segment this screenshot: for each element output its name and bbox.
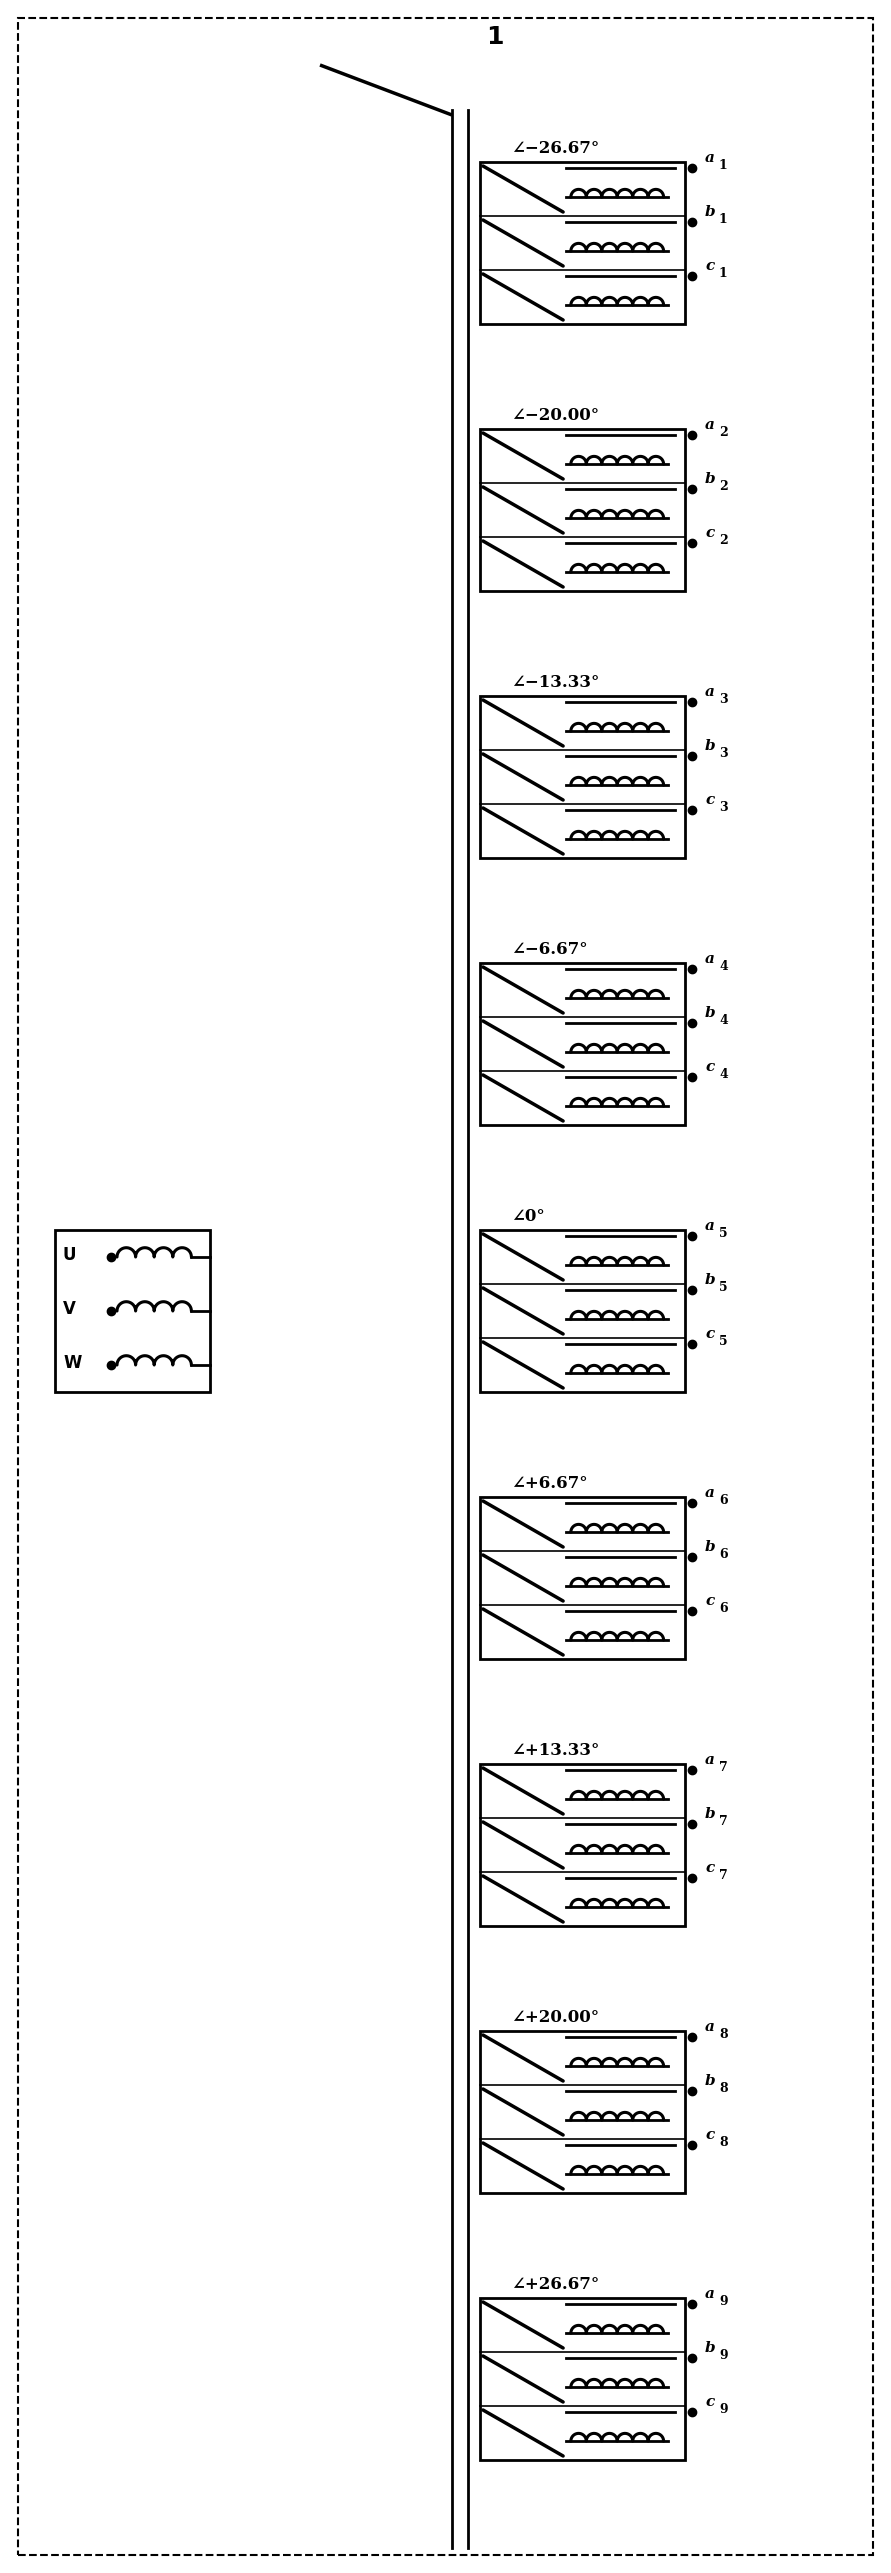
Text: b: b	[705, 1006, 715, 1019]
Text: 9: 9	[719, 2295, 728, 2308]
Text: 1: 1	[486, 26, 503, 49]
Text: V: V	[63, 1299, 76, 1317]
Bar	[480, 1497, 685, 1660]
Text: b: b	[705, 206, 715, 219]
Text: 1: 1	[719, 160, 728, 172]
Text: ∠−26.67°: ∠−26.67°	[511, 139, 599, 157]
Bar	[480, 2030, 685, 2192]
Text: 5: 5	[719, 1335, 728, 1348]
Text: ∠+13.33°: ∠+13.33°	[511, 1742, 599, 1760]
Text: 8: 8	[719, 2136, 728, 2148]
Bar	[480, 162, 685, 324]
Text: ∠−20.00°: ∠−20.00°	[511, 407, 599, 425]
Text: c: c	[705, 525, 715, 540]
Text: a: a	[705, 2287, 715, 2300]
Text: c: c	[705, 792, 715, 808]
Text: 1: 1	[719, 268, 728, 280]
Text: 1: 1	[719, 214, 728, 226]
Text: c: c	[705, 260, 715, 273]
Text: b: b	[705, 2074, 715, 2089]
Text: 3: 3	[719, 746, 728, 759]
Text: 2: 2	[719, 481, 728, 494]
Text: c: c	[705, 2128, 715, 2141]
Text: 3: 3	[719, 692, 728, 705]
Text: 4: 4	[719, 960, 728, 973]
Bar	[480, 1765, 685, 1927]
Bar	[480, 2298, 685, 2460]
Text: 9: 9	[719, 2403, 728, 2416]
Text: 3: 3	[719, 800, 728, 813]
Text: ∠−6.67°: ∠−6.67°	[511, 942, 587, 957]
Text: a: a	[705, 952, 715, 965]
Text: c: c	[705, 1860, 715, 1876]
Text: a: a	[705, 1752, 715, 1768]
Text: 7: 7	[719, 1814, 728, 1827]
Bar	[55, 1230, 210, 1392]
Text: 2: 2	[719, 535, 728, 548]
Text: b: b	[705, 738, 715, 754]
Text: 6: 6	[719, 1549, 728, 1562]
Bar	[480, 697, 685, 857]
Text: b: b	[705, 2341, 715, 2354]
Text: 5: 5	[719, 1281, 728, 1294]
Text: a: a	[705, 2020, 715, 2035]
Text: ∠0°: ∠0°	[511, 1207, 544, 1225]
Bar	[480, 1230, 685, 1392]
Text: c: c	[705, 1595, 715, 1608]
Text: b: b	[705, 1541, 715, 1554]
Text: c: c	[705, 2395, 715, 2408]
Text: a: a	[705, 152, 715, 165]
Text: 2: 2	[719, 427, 728, 440]
Text: 6: 6	[719, 1603, 728, 1616]
Text: a: a	[705, 684, 715, 700]
Text: ∠+20.00°: ∠+20.00°	[511, 2010, 599, 2025]
Text: 6: 6	[719, 1495, 728, 1508]
Text: b: b	[705, 471, 715, 486]
Text: U: U	[63, 1245, 77, 1263]
Text: b: b	[705, 1274, 715, 1286]
Bar	[480, 430, 685, 592]
Text: ∠+26.67°: ∠+26.67°	[511, 2277, 599, 2293]
Text: a: a	[705, 1487, 715, 1500]
Text: ∠+6.67°: ∠+6.67°	[511, 1474, 587, 1492]
Text: b: b	[705, 1806, 715, 1822]
Text: 7: 7	[719, 1868, 728, 1881]
Text: ∠−13.33°: ∠−13.33°	[511, 674, 599, 692]
Text: 7: 7	[719, 1760, 728, 1773]
Text: 9: 9	[719, 2349, 728, 2362]
Bar	[480, 962, 685, 1124]
Text: 4: 4	[719, 1014, 728, 1027]
Text: W: W	[63, 1353, 81, 1371]
Text: c: c	[705, 1328, 715, 1341]
Text: a: a	[705, 417, 715, 432]
Text: 4: 4	[719, 1068, 728, 1081]
Text: 5: 5	[719, 1227, 728, 1240]
Text: 8: 8	[719, 2028, 728, 2040]
Text: c: c	[705, 1060, 715, 1073]
Text: a: a	[705, 1220, 715, 1232]
Text: 8: 8	[719, 2082, 728, 2094]
